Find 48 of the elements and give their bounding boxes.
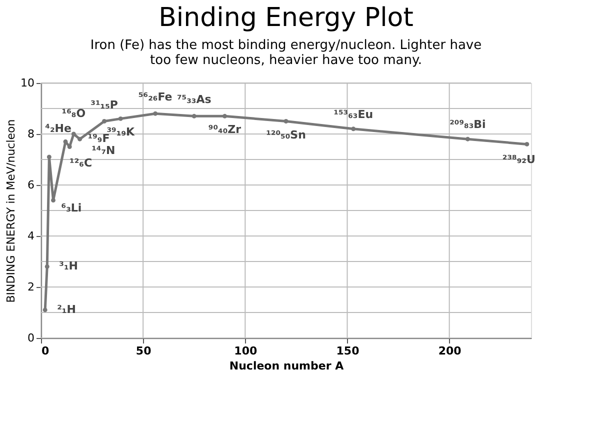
annotation: ¹²₆C (70, 156, 92, 170)
y-tick-label: 8 (28, 128, 34, 140)
y-tick-label: 2 (28, 280, 34, 294)
point (78, 136, 82, 142)
chart-subtitle: Iron (Fe) has the most binding energy/nucleon. Lighter have too few nucleons, heavier have too many. (90, 38, 482, 68)
point (465, 136, 470, 142)
point (192, 114, 196, 118)
x-axis-title: Nucleon number A (229, 360, 344, 372)
x-tick-label: 200 (438, 344, 462, 358)
annotation: ⁹⁰₄₀Zr (208, 123, 242, 136)
annotation: ⁶₃Li (61, 201, 82, 214)
annotation: ²³⁸₉₂U (502, 153, 536, 166)
annotation: ³₁H (59, 260, 78, 273)
point (118, 116, 123, 121)
point (67, 144, 72, 149)
point (44, 264, 50, 269)
annotation: ³¹₁₅P (90, 98, 118, 112)
chart-title: Binding Energy Plot (158, 3, 414, 33)
annotation: ¹⁵³₆₃Eu (334, 108, 374, 121)
y-tick-label: 6 (28, 178, 34, 192)
y-tick-label: 10 (20, 76, 34, 90)
x-tick-label: 100 (234, 344, 258, 358)
annotation: ¹⁶₈O (62, 107, 86, 120)
x-tick-label: 150 (336, 344, 360, 358)
y-axis-title: BINDING ENERGY in MeV/nucleon (4, 119, 18, 303)
annotation: ⁷⁵₃₃As (176, 93, 212, 106)
x-tick-label: 50 (136, 344, 152, 358)
annotation: ⁴₂He (45, 122, 72, 135)
point (284, 119, 288, 124)
point (71, 132, 76, 136)
y-tick-label: 4 (28, 230, 34, 242)
annotation: ¹²⁰₅₀Sn (266, 128, 306, 142)
point (524, 142, 530, 146)
point (42, 308, 48, 312)
point (63, 139, 68, 144)
annotation: ¹⁹₉F (88, 132, 110, 146)
annotation: ⁵⁶₂₆Fe (138, 90, 172, 104)
annotation: ²⁰⁹₈₃Bi (450, 118, 486, 132)
y-tick-label: 0 (28, 332, 34, 344)
point (51, 198, 56, 203)
x-tick-label: 0 (42, 344, 50, 358)
annotation: ²₁H (57, 302, 76, 316)
annotation: ¹⁴₇N (92, 144, 116, 157)
point (46, 154, 52, 160)
point (153, 111, 158, 116)
point (102, 119, 107, 124)
point (222, 114, 227, 118)
point (351, 126, 356, 132)
